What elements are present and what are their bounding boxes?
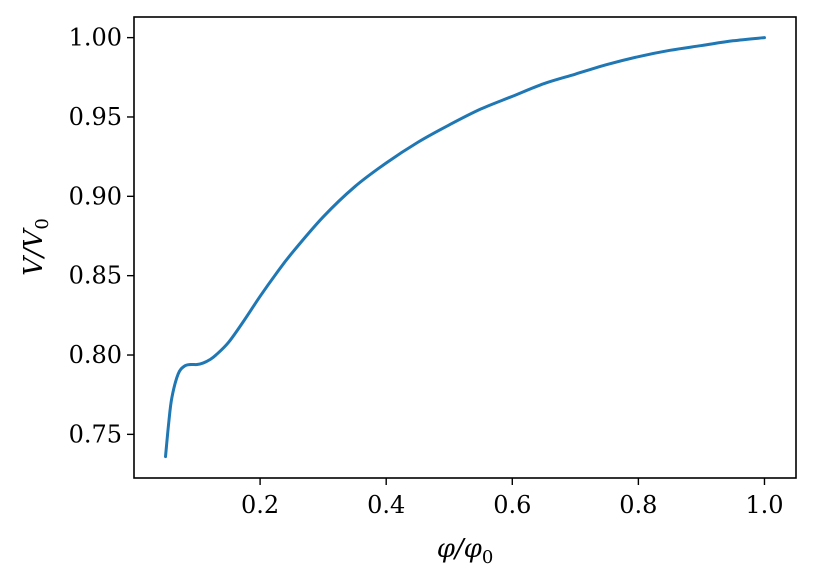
ticks-layer: 0.2 0.4 0.6 0.8 1.0 0.75 0.80 0.85 0.90 0.95 1.00 (69, 24, 784, 519)
x-tick-label: 1.0 (745, 491, 783, 519)
y-axis-label-main: V/V (19, 227, 49, 276)
x-axis-label: φ/φ0 (437, 534, 494, 568)
y-tick-label: 0.80 (69, 341, 122, 369)
x-tick-label: 0.8 (619, 491, 657, 519)
x-tick-label: 0.2 (241, 491, 279, 519)
x-axis-label-sub: 0 (482, 547, 493, 568)
x-axis-label-main: φ/φ (437, 534, 483, 564)
y-tick-label: 0.90 (69, 182, 122, 210)
x-tick-label: 0.4 (367, 491, 405, 519)
y-tick-label: 0.95 (69, 103, 122, 131)
y-tick-label: 0.75 (69, 420, 122, 448)
plot-frame (133, 16, 797, 479)
y-tick-label: 1.00 (69, 24, 122, 52)
y-tick-label: 0.85 (69, 262, 122, 290)
series-layer (164, 36, 766, 459)
y-axis-label-sub: 0 (32, 218, 53, 229)
y-axis-label: V/V0 (19, 218, 53, 276)
x-tick-label: 0.6 (493, 491, 531, 519)
series-line (164, 36, 766, 459)
